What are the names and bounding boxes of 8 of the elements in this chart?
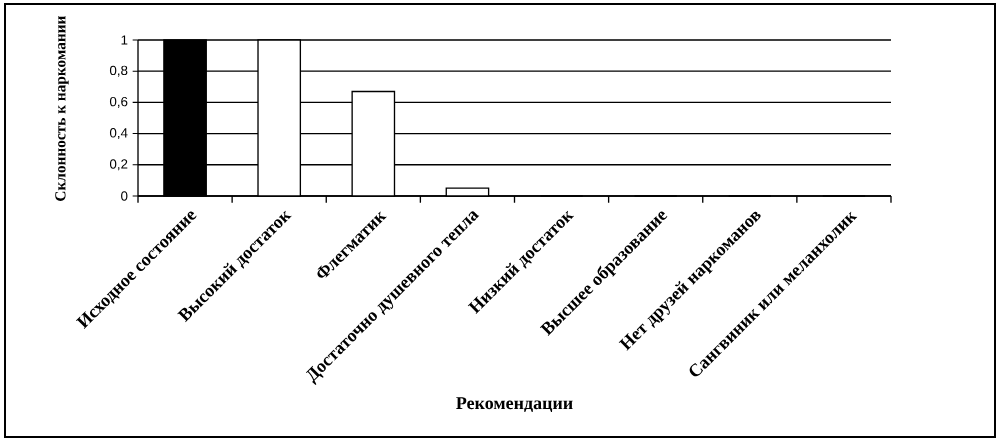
y-tick-label: 1	[121, 35, 128, 45]
y-tick-label: 0,8	[109, 65, 128, 77]
y-tick-label: 0,2	[109, 159, 128, 171]
x-axis-title: Рекомендации	[456, 397, 573, 413]
y-tick-label: 0,6	[109, 96, 128, 108]
y-tick-label: 0,4	[109, 128, 128, 140]
y-tick-label: 0	[121, 191, 128, 201]
y-axis-title: Склонность к наркомании	[55, 16, 69, 201]
